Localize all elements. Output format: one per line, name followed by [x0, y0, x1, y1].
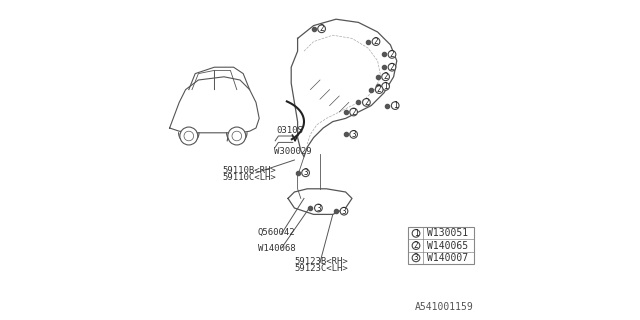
Text: 3: 3: [342, 207, 346, 216]
Text: W140007: W140007: [427, 253, 468, 263]
Text: W300029: W300029: [274, 147, 311, 156]
Circle shape: [318, 25, 326, 33]
Circle shape: [388, 51, 396, 58]
Text: 3: 3: [316, 204, 321, 212]
Text: 59110B<RH>: 59110B<RH>: [223, 166, 276, 175]
Text: 2: 2: [377, 85, 381, 94]
Circle shape: [350, 108, 357, 116]
Text: 2: 2: [383, 72, 388, 81]
Circle shape: [302, 169, 310, 177]
Circle shape: [412, 229, 420, 237]
Text: 1: 1: [383, 82, 388, 91]
Circle shape: [315, 204, 322, 212]
Circle shape: [392, 102, 399, 109]
Text: 2: 2: [390, 63, 394, 72]
Circle shape: [180, 127, 198, 145]
Text: 3: 3: [351, 130, 356, 139]
Text: 59123B<RH>: 59123B<RH>: [294, 257, 348, 266]
Circle shape: [232, 131, 242, 141]
Circle shape: [228, 127, 246, 145]
Circle shape: [362, 99, 370, 106]
Text: 2: 2: [413, 241, 419, 250]
Circle shape: [382, 83, 389, 90]
Text: Q560042: Q560042: [258, 228, 295, 237]
Text: 3: 3: [413, 253, 419, 262]
Circle shape: [372, 38, 380, 45]
Text: 1: 1: [413, 229, 419, 238]
Circle shape: [382, 73, 389, 81]
Circle shape: [388, 63, 396, 71]
Circle shape: [412, 254, 420, 262]
Circle shape: [412, 242, 420, 250]
Circle shape: [184, 131, 194, 141]
Text: 59123C<LH>: 59123C<LH>: [294, 264, 348, 273]
Text: W140068: W140068: [258, 244, 295, 253]
Text: 2: 2: [351, 108, 356, 116]
Text: 2: 2: [390, 50, 394, 59]
Text: 0310S: 0310S: [277, 126, 303, 135]
Text: W130051: W130051: [427, 228, 468, 238]
Text: 1: 1: [393, 101, 397, 110]
Circle shape: [376, 86, 383, 93]
Text: 2: 2: [374, 37, 378, 46]
FancyBboxPatch shape: [408, 227, 474, 264]
Circle shape: [340, 207, 348, 215]
Text: 59110C<LH>: 59110C<LH>: [223, 173, 276, 182]
Text: 2: 2: [319, 24, 324, 33]
Text: 3: 3: [303, 168, 308, 177]
Text: 2: 2: [364, 98, 369, 107]
Circle shape: [350, 131, 357, 138]
Text: W140065: W140065: [427, 241, 468, 251]
Text: A541001159: A541001159: [415, 302, 474, 312]
